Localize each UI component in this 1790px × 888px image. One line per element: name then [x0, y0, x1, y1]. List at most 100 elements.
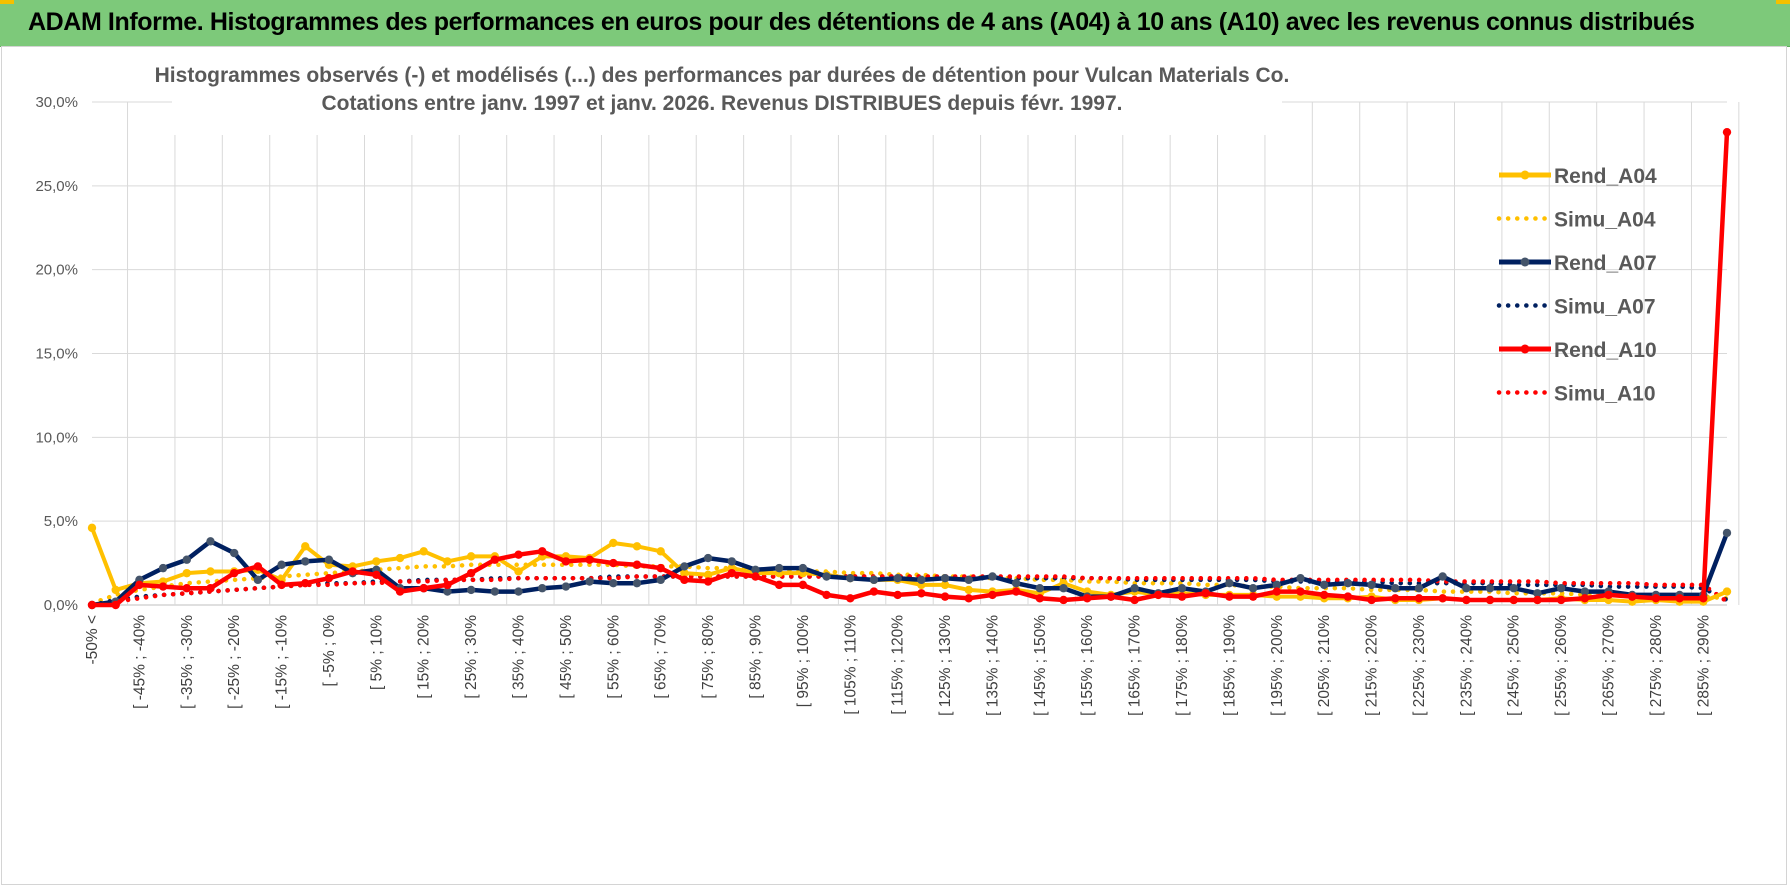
y-axis: 0,0% 5,0% 10,0% 15,0% 20,0% 25,0% 30,0% [35, 94, 78, 614]
data-point-Rend_A07 [1485, 584, 1495, 593]
data-point-Rend_A10 [1414, 594, 1424, 603]
legend-marker [1520, 344, 1530, 354]
y-tick-label: 10,0% [35, 429, 78, 446]
data-point-Rend_A07 [466, 585, 476, 595]
data-point-Rend_A07 [751, 565, 760, 574]
data-point-Rend_A07 [1296, 573, 1305, 583]
data-point-Rend_A07 [1177, 584, 1187, 593]
data-point-Rend_A10 [1106, 592, 1116, 601]
x-tick-label: [ -15% ; -10% [274, 615, 291, 709]
data-point-Rend_A10 [466, 568, 476, 578]
x-tick-label: [ -5% ; 0% [321, 615, 338, 687]
x-tick-label: [ 165% ; 170% [1127, 615, 1144, 716]
data-point-Rend_A10 [253, 562, 263, 571]
data-point-Rend_A10 [1604, 590, 1613, 600]
data-point-Rend_A07 [632, 579, 642, 588]
y-tick-label: 15,0% [35, 346, 78, 363]
data-point-Rend_A10 [1319, 590, 1329, 600]
data-point-Rend_A07 [798, 563, 808, 573]
data-point-Rend_A10 [1628, 592, 1637, 601]
data-point-Rend_A07 [490, 587, 500, 596]
data-point-Rend_A10 [798, 580, 808, 590]
data-point-Rend_A10 [372, 570, 381, 580]
legend-label: Rend_A04 [1554, 165, 1657, 188]
data-point-Rend_A10 [1533, 595, 1542, 605]
data-point-Rend_A10 [869, 587, 879, 596]
data-point-Rend_A07 [656, 575, 665, 585]
data-point-Rend_A10 [490, 555, 500, 564]
data-point-Rend_A10 [324, 573, 334, 583]
data-point-Rend_A07 [703, 553, 713, 563]
data-point-Rend_A07 [1343, 579, 1353, 588]
data-point-Rend_A10 [229, 568, 239, 578]
x-tick-label: [ 35% ; 40% [511, 615, 528, 699]
x-tick-label: [ 235% ; 240% [1458, 615, 1475, 716]
data-point-Rend_A10 [940, 592, 950, 601]
x-tick-label: [ -45% ; -40% [131, 615, 148, 709]
data-point-Rend_A10 [277, 580, 286, 590]
x-tick-label: [ 105% ; 110% [842, 615, 859, 715]
series-group [87, 127, 1732, 610]
data-point-Rend_A04 [372, 557, 381, 566]
data-point-Rend_A07 [253, 575, 263, 585]
data-point-Rend_A10 [964, 594, 973, 603]
data-point-Rend_A10 [774, 580, 784, 590]
data-point-Rend_A10 [1059, 595, 1068, 605]
data-point-Rend_A10 [1083, 594, 1092, 603]
data-point-Rend_A07 [561, 582, 571, 591]
header-title: ADAM Informe. Histogrammes des performan… [28, 8, 1695, 36]
data-point-Rend_A07 [1059, 584, 1068, 593]
data-point-Rend_A07 [538, 584, 547, 593]
x-tick-label: [ 195% ; 200% [1269, 615, 1286, 716]
data-point-Rend_A10 [917, 589, 926, 598]
title-background [172, 57, 1282, 135]
data-point-Rend_A10 [988, 590, 997, 600]
data-point-Rend_A07 [774, 563, 784, 573]
legend: Rend_A04 Simu_A04 Rend_A07 Simu_A07 Rend_A10… [1496, 165, 1657, 406]
y-tick-label: 5,0% [44, 513, 78, 530]
data-point-Rend_A04 [419, 547, 428, 556]
x-tick-label: [ 95% ; 100% [795, 615, 812, 707]
x-tick-label: [ 265% ; 270% [1601, 615, 1618, 716]
data-point-Rend_A10 [822, 590, 831, 600]
data-point-Rend_A07 [1580, 587, 1590, 596]
x-tick-label: [ 15% ; 20% [416, 615, 433, 699]
data-point-Rend_A10 [609, 558, 618, 568]
data-point-Rend_A07 [206, 537, 215, 546]
x-tick-label: [ 45% ; 50% [558, 615, 575, 699]
legend-label: Rend_A07 [1554, 252, 1657, 275]
data-point-Rend_A04 [206, 567, 215, 576]
x-tick-label: [ 55% ; 60% [605, 615, 622, 699]
data-point-Rend_A10 [87, 600, 97, 610]
data-point-Rend_A07 [1272, 580, 1281, 590]
legend-label: Simu_A07 [1554, 296, 1656, 319]
data-point-Rend_A10 [1177, 592, 1187, 601]
x-tick-label: [ 215% ; 220% [1364, 615, 1381, 716]
data-point-Rend_A07 [443, 587, 452, 596]
data-point-Rend_A10 [1722, 127, 1732, 137]
legend-label: Simu_A04 [1554, 209, 1656, 232]
data-point-Rend_A10 [158, 582, 168, 591]
histogram-chart: 0,0% 5,0% 10,0% 15,0% 20,0% 25,0% 30,0% -50% <… [35, 57, 1740, 716]
x-tick-label: [ 225% ; 230% [1411, 615, 1428, 716]
data-point-Rend_A07 [1319, 580, 1329, 590]
x-tick-label: [ 285% ; 290% [1695, 615, 1712, 716]
data-point-Rend_A10 [111, 600, 120, 610]
data-point-Rend_A04 [466, 552, 476, 561]
data-point-Rend_A10 [1438, 594, 1447, 603]
data-point-Rend_A10 [561, 557, 571, 566]
data-point-Rend_A04 [680, 568, 689, 578]
data-point-Rend_A04 [111, 585, 120, 595]
data-point-Rend_A07 [1533, 589, 1542, 598]
data-point-Rend_A10 [585, 555, 594, 564]
data-point-Rend_A10 [1580, 594, 1590, 603]
data-point-Rend_A07 [917, 575, 926, 585]
data-point-Rend_A07 [1556, 584, 1566, 593]
data-point-Rend_A07 [822, 572, 831, 581]
series-Rend_A07 [87, 528, 1732, 610]
grid-lines [92, 101, 1740, 606]
x-tick-label: [ 125% ; 130% [937, 615, 954, 716]
x-tick-label: [ 155% ; 160% [1079, 615, 1096, 716]
data-point-Rend_A07 [1225, 579, 1234, 588]
data-point-Rend_A07 [1011, 579, 1021, 588]
